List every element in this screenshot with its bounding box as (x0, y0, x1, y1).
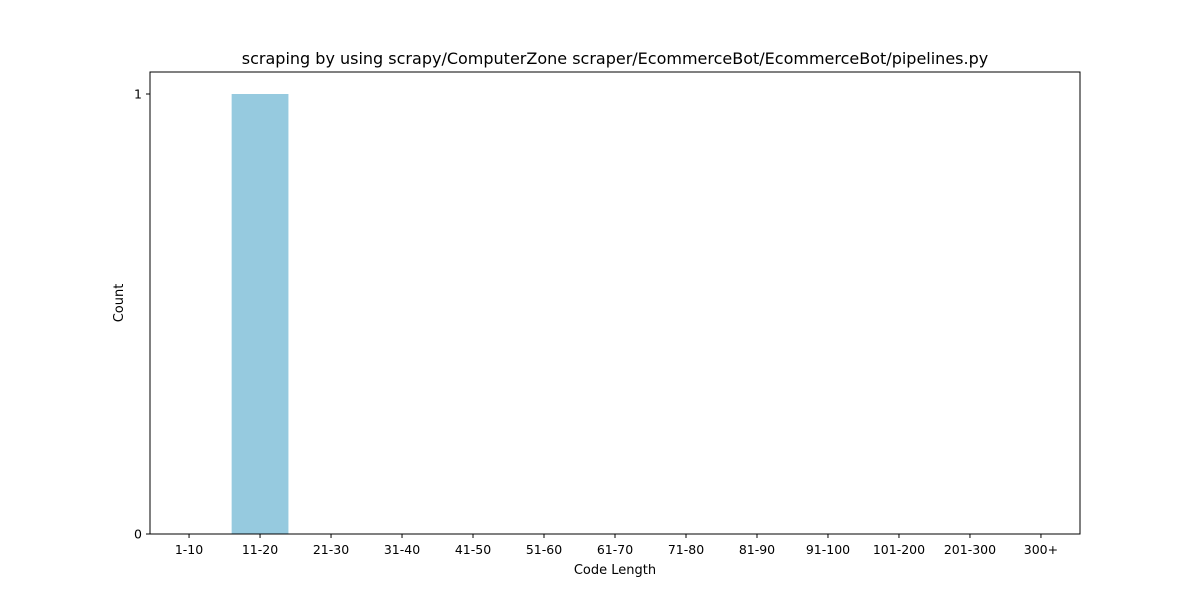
x-tick-label: 21-30 (313, 542, 349, 557)
x-tick-label: 1-10 (175, 542, 203, 557)
x-tick-label: 81-90 (739, 542, 775, 557)
x-tick-label: 51-60 (526, 542, 562, 557)
x-tick-label: 201-300 (944, 542, 996, 557)
bar-11-20 (231, 94, 289, 534)
x-tick-label: 91-100 (806, 542, 850, 557)
x-tick-label: 31-40 (384, 542, 420, 557)
x-axis-label: Code Length (574, 563, 656, 578)
x-tick-label: 11-20 (242, 542, 278, 557)
x-tick-label: 41-50 (455, 542, 491, 557)
x-axis-ticks: 1-10 11-20 21-30 31-40 41-50 51-60 61-70 71-80 8… (175, 534, 1058, 557)
y-tick-label: 1 (134, 87, 142, 102)
x-tick-label: 61-70 (597, 542, 633, 557)
bars-group (231, 94, 289, 534)
plot-area-frame (149, 71, 1081, 535)
x-tick-label: 300+ (1024, 542, 1058, 557)
y-axis-ticks: 01 (134, 87, 150, 542)
y-axis-label: Count (112, 284, 127, 323)
y-tick-label: 0 (134, 527, 142, 542)
x-tick-label: 71-80 (668, 542, 704, 557)
x-tick-label: 101-200 (873, 542, 925, 557)
chart-title: scraping by using scrapy/ComputerZone sc… (242, 49, 988, 68)
